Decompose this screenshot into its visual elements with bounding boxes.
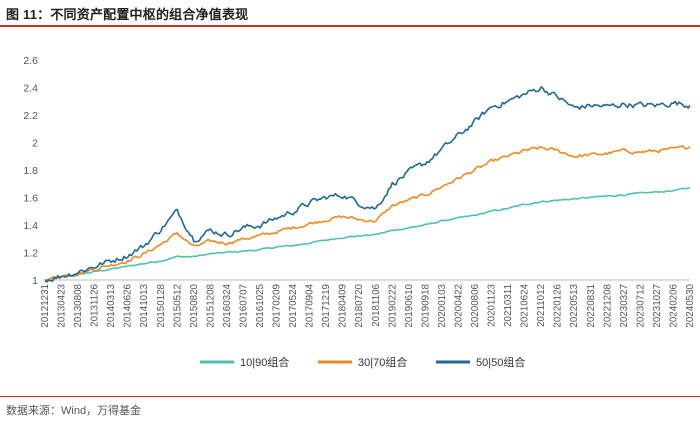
- x-tick-label: 20161025: [255, 283, 266, 327]
- data-source: 数据来源：Wind，万得基金: [6, 405, 142, 417]
- x-tick-label: 20210624: [520, 283, 531, 327]
- x-tick-label: 20220831: [586, 284, 597, 328]
- x-tick-label: 20170904: [305, 283, 316, 327]
- x-tick-label: 20140313: [106, 283, 117, 327]
- x-tick-label: 20130423: [57, 283, 68, 327]
- x-tick-label: 20190610: [404, 283, 415, 327]
- x-tick-label: 20230327: [619, 284, 630, 328]
- series-lines: [44, 86, 691, 283]
- x-tick-label: 20200422: [453, 284, 464, 328]
- legend-label: 10|90组合: [240, 355, 289, 369]
- y-tick-label: 1.6: [23, 193, 38, 205]
- series-line-1: [45, 187, 691, 281]
- y-tick-label: 2.6: [23, 55, 38, 67]
- y-tick-label: 1: [32, 275, 38, 287]
- x-tick-label: 20151208: [205, 283, 216, 327]
- x-tick-label: 20220513: [569, 283, 580, 327]
- x-tick-label: 20171219: [321, 284, 332, 328]
- x-tick-label: 20201123: [487, 283, 498, 326]
- series-line-2: [44, 145, 691, 283]
- x-tick-label: 20180720: [354, 283, 365, 327]
- x-tick-label: 20221208: [602, 283, 613, 327]
- y-tick-label: 2: [32, 138, 38, 150]
- y-tick-label: 2.2: [23, 110, 38, 122]
- footer-divider: [0, 396, 700, 397]
- x-tick-label: 20160324: [222, 283, 233, 327]
- y-tick-label: 2.4: [23, 83, 38, 95]
- y-tick-label: 1.4: [23, 220, 38, 232]
- x-tick-label: 20150820: [189, 283, 200, 327]
- y-axis: 1 1.2 1.4 1.6 1.8 2 2.2 2.4 2.6: [23, 55, 38, 287]
- legend-label: 30|70组合: [358, 355, 407, 369]
- x-tick-label: 20231027: [652, 284, 663, 328]
- x-tick-label: 20140626: [123, 283, 134, 327]
- x-tick-label: 20190222: [387, 284, 398, 328]
- x-tick-label: 20131126: [90, 283, 101, 326]
- series-line-3: [44, 86, 691, 283]
- x-tick-label: 20141013: [139, 283, 150, 327]
- y-tick-label: 1.8: [23, 165, 38, 177]
- x-tick-label: 20220126: [553, 283, 564, 327]
- x-tick-label: 20160707: [238, 284, 249, 328]
- x-tick-label: 20170524: [288, 283, 299, 327]
- x-tick-label: 20240206: [668, 283, 679, 327]
- x-tick-label: 20210311: [503, 284, 514, 327]
- x-tick-label: 20200806: [470, 283, 481, 327]
- chart-title: 图 11：不同资产配置中枢的组合净值表现: [6, 7, 249, 22]
- line-chart: 1 1.2 1.4 1.6 1.8 2 2.2 2.4 2.6 20121231 20130423…: [23, 55, 696, 369]
- x-tick-label: 20240530: [685, 283, 696, 327]
- x-tick-label: 20150512: [172, 284, 183, 328]
- x-tick-label: 20230712: [635, 284, 646, 328]
- x-tick-label: 20170209: [272, 284, 283, 328]
- x-tick-label: 20180409: [338, 284, 349, 328]
- x-tick-label: 20130808: [73, 283, 84, 327]
- x-tick-label: 20121231: [40, 284, 51, 328]
- x-axis: 20121231 20130423 20130808 20131126 20140313…: [40, 279, 696, 328]
- legend-label: 50|50组合: [476, 355, 525, 369]
- legend: 10|90组合 30|70组合 50|50组合: [200, 355, 525, 369]
- title-divider: [0, 25, 700, 27]
- x-tick-label: 20150128: [156, 283, 167, 327]
- x-tick-label: 20190918: [420, 283, 431, 327]
- x-tick-label: 20181106: [371, 283, 382, 326]
- x-tick-label: 20200103: [437, 283, 448, 327]
- y-tick-label: 1.2: [23, 248, 38, 260]
- x-tick-label: 20211012: [536, 284, 547, 327]
